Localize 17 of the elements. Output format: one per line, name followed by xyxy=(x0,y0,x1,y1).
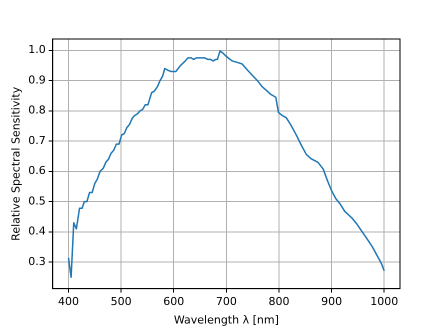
x-tick-label: 1000 xyxy=(370,295,398,308)
y-tick-label: 0.3 xyxy=(28,254,46,268)
x-tick-label: 700 xyxy=(216,295,237,308)
y-tick-label: 0.6 xyxy=(28,164,46,178)
y-tick-label: 0.8 xyxy=(28,104,46,117)
y-tick-label: 0.9 xyxy=(28,73,46,86)
y-axis-title: Relative Spectral Sensitivity xyxy=(9,86,22,241)
y-tick-label: 0.7 xyxy=(28,134,46,147)
x-tick-label: 500 xyxy=(110,295,132,308)
y-tick-label: 1.0 xyxy=(28,43,46,56)
x-axis-title: Wavelength λ [nm] xyxy=(174,313,279,326)
x-tick-label: 800 xyxy=(268,295,290,308)
x-tick-label: 600 xyxy=(163,295,184,308)
y-tick-label: 0.5 xyxy=(28,194,46,208)
x-tick-label: 900 xyxy=(321,295,342,308)
x-tick-label: 400 xyxy=(58,295,79,308)
y-tick-label: 0.4 xyxy=(28,224,46,238)
